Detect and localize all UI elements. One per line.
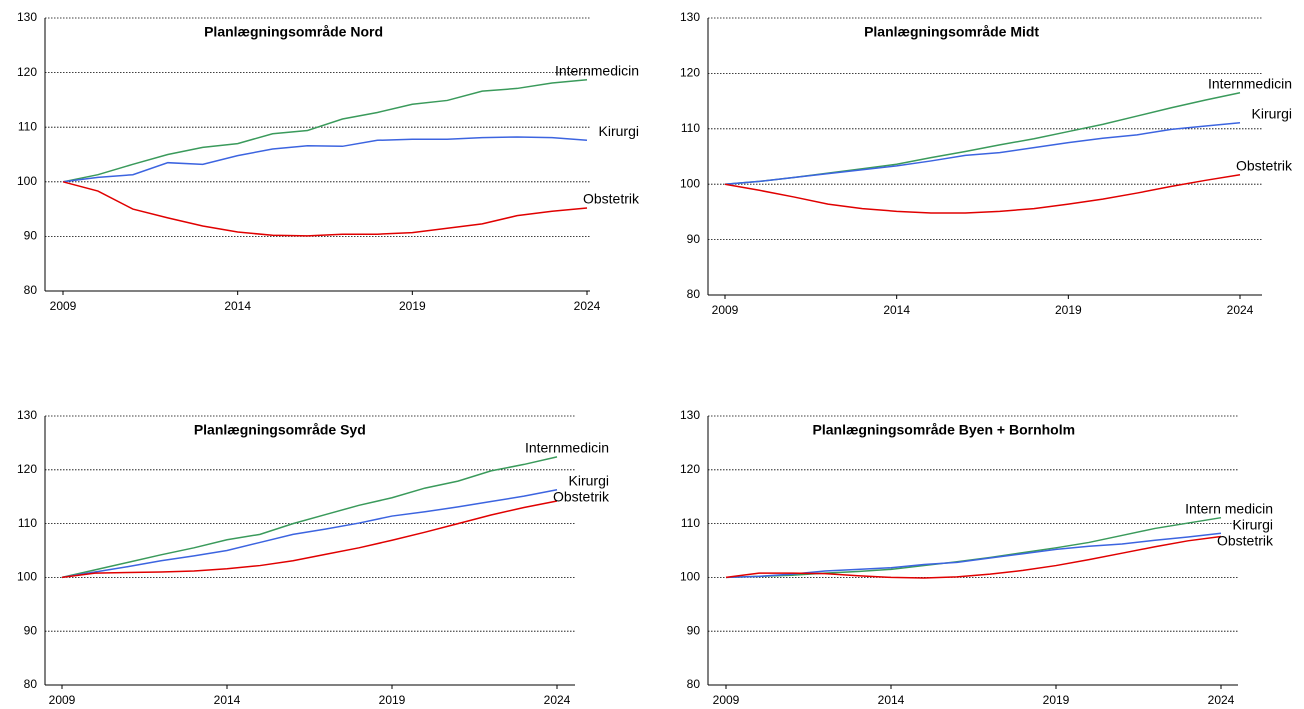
y-tick-label: 90 (687, 232, 701, 246)
y-tick-label: 120 (17, 65, 37, 79)
y-tick-label: 80 (687, 677, 701, 691)
y-tick-label: 110 (681, 121, 700, 135)
y-tick-label: 100 (17, 570, 37, 584)
series-label: Obstetrik (1236, 157, 1293, 173)
x-tick-label: 2009 (713, 693, 740, 707)
series-line (61, 456, 558, 579)
x-tick-label: 2024 (1208, 693, 1235, 707)
series-label: Kirurgi (1233, 516, 1273, 532)
x-tick-label: 2014 (883, 303, 910, 317)
y-tick-label: 80 (24, 677, 38, 691)
y-tick-label: 90 (24, 623, 38, 637)
series-line (62, 78, 588, 183)
series-label: Kirurgi (1252, 105, 1292, 121)
x-tick-label: 2014 (878, 693, 905, 707)
series-line (725, 516, 1222, 579)
y-tick-label: 130 (17, 10, 37, 24)
chart-title: Planlægningsområde Syd (194, 422, 366, 438)
series-label: Obstetrik (583, 191, 640, 207)
y-tick-label: 90 (24, 229, 38, 243)
y-tick-label: 130 (680, 10, 700, 24)
y-tick-label: 130 (680, 408, 700, 422)
x-tick-label: 2019 (1055, 303, 1082, 317)
x-tick-label: 2014 (224, 299, 251, 313)
x-tick-label: 2019 (399, 299, 426, 313)
chart-title: Planlægningsområde Nord (204, 24, 383, 40)
x-tick-label: 2009 (50, 299, 77, 313)
y-tick-label: 80 (687, 287, 701, 301)
series-line (724, 92, 1241, 185)
x-tick-label: 2009 (49, 693, 76, 707)
series-label: Obstetrik (553, 488, 610, 504)
y-tick-label: 120 (680, 66, 700, 80)
x-tick-label: 2024 (544, 693, 571, 707)
y-tick-label: 100 (17, 174, 37, 188)
y-tick-label: 110 (18, 119, 37, 133)
x-tick-label: 2024 (1227, 303, 1254, 317)
y-tick-label: 110 (681, 516, 700, 530)
y-tick-label: 80 (24, 283, 38, 297)
x-tick-label: 2024 (574, 299, 601, 313)
series-label: Internmedicin (555, 62, 639, 78)
series-label: Internmedicin (525, 440, 609, 456)
chart-title: Planlægningsområde Midt (864, 24, 1039, 40)
series-line (724, 121, 1241, 185)
series-line (62, 181, 588, 237)
x-tick-label: 2019 (379, 693, 406, 707)
y-tick-label: 100 (680, 570, 700, 584)
series-line (61, 500, 558, 579)
series-label: Kirurgi (599, 123, 639, 139)
series-line (725, 535, 1222, 579)
series-label: Kirurgi (569, 472, 609, 488)
y-tick-label: 90 (687, 623, 701, 637)
x-tick-label: 2009 (712, 303, 739, 317)
series-line (725, 532, 1222, 579)
y-tick-label: 130 (17, 408, 37, 422)
y-tick-label: 120 (680, 462, 700, 476)
y-tick-label: 110 (18, 516, 37, 530)
x-tick-label: 2019 (1043, 693, 1070, 707)
series-label: Intern medicin (1185, 500, 1273, 516)
chart-title: Planlægningsområde Byen + Bornholm (813, 422, 1076, 438)
y-tick-label: 120 (17, 462, 37, 476)
series-label: Internmedicin (1208, 75, 1292, 91)
series-line (62, 136, 588, 183)
series-line (724, 174, 1241, 214)
y-tick-label: 100 (680, 176, 700, 190)
series-label: Obstetrik (1217, 532, 1274, 548)
series-line (61, 488, 558, 579)
x-tick-label: 2014 (214, 693, 241, 707)
